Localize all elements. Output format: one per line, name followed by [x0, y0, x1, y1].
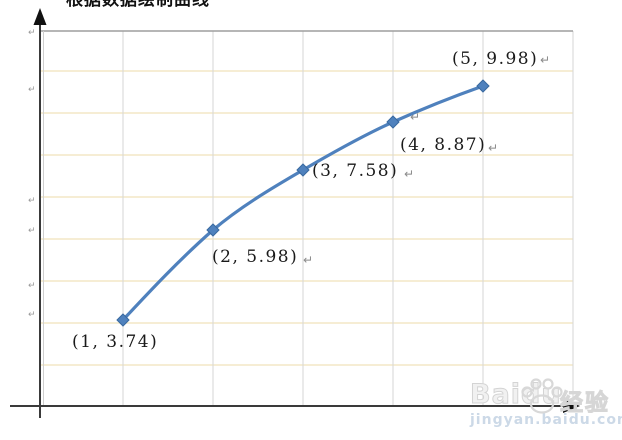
margin-mark-icon: ↵ [28, 226, 36, 236]
point-label-5: (5, 9.98) [452, 49, 539, 69]
y-axis-arrow-icon [33, 8, 47, 25]
watermark-brand-row: Baidu 经验 [468, 378, 622, 417]
paw-icon [521, 378, 563, 414]
paragraph-mark-icon: ↵ [488, 141, 499, 155]
y-axis [33, 8, 47, 418]
margin-mark-icon: ↵ [28, 85, 36, 95]
point-label-1: (1, 3.74) [72, 332, 159, 352]
marker-point-3 [296, 163, 310, 177]
marker-point-2 [206, 223, 220, 237]
vertical-gridlines [122, 31, 574, 406]
data-markers [116, 79, 490, 327]
margin-mark-icon: ↵ [28, 310, 36, 320]
point-label-4: (4, 8.87) [400, 135, 487, 155]
paragraph-mark-icon: ↵ [303, 253, 314, 267]
paragraph-mark-icon: ↵ [410, 110, 421, 124]
marker-point-4 [386, 115, 400, 129]
watermark-jingyan-text: 经验 [560, 390, 610, 417]
clipped-title-fragment: 根据数据绘制曲线 [66, 0, 226, 7]
margin-mark-icon: ↵ [28, 281, 36, 291]
x-axis [10, 399, 580, 413]
paragraph-mark-icon: ↵ [404, 167, 415, 181]
clipped-title-text: 根据数据绘制曲线 [66, 0, 226, 7]
margin-mark-icon: ↵ [28, 28, 36, 38]
x-axis-arrow-icon [563, 399, 580, 413]
horizontal-gridlines [40, 70, 573, 366]
marker-point-1 [116, 313, 130, 327]
point-label-2: (2, 5.98) [212, 247, 299, 267]
paragraph-mark-icon: ↵ [540, 53, 551, 67]
margin-mark-icon: ↵ [28, 196, 36, 206]
watermark: Baidu 经验 jingyan.baidu.com [468, 378, 622, 428]
watermark-baidu-text: Baidu [470, 379, 562, 411]
marker-point-5 [476, 79, 490, 93]
point-label-3: (3, 7.58) [312, 161, 399, 181]
watermark-url: jingyan.baidu.com [470, 412, 622, 428]
